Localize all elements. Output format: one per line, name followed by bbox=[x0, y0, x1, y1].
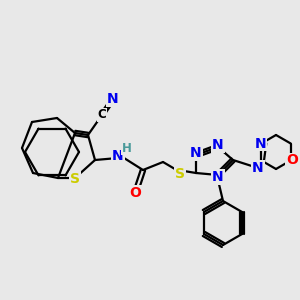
Text: N: N bbox=[212, 138, 224, 152]
Text: N: N bbox=[212, 170, 224, 184]
Text: N: N bbox=[254, 136, 266, 151]
Text: O: O bbox=[129, 186, 141, 200]
Text: S: S bbox=[70, 172, 80, 186]
Text: N: N bbox=[112, 149, 124, 163]
Text: S: S bbox=[175, 167, 185, 181]
Text: O: O bbox=[286, 154, 298, 167]
Text: N: N bbox=[190, 146, 202, 160]
Text: C: C bbox=[98, 109, 106, 122]
Text: N: N bbox=[107, 92, 119, 106]
Text: H: H bbox=[122, 142, 132, 154]
Text: N: N bbox=[252, 161, 264, 175]
